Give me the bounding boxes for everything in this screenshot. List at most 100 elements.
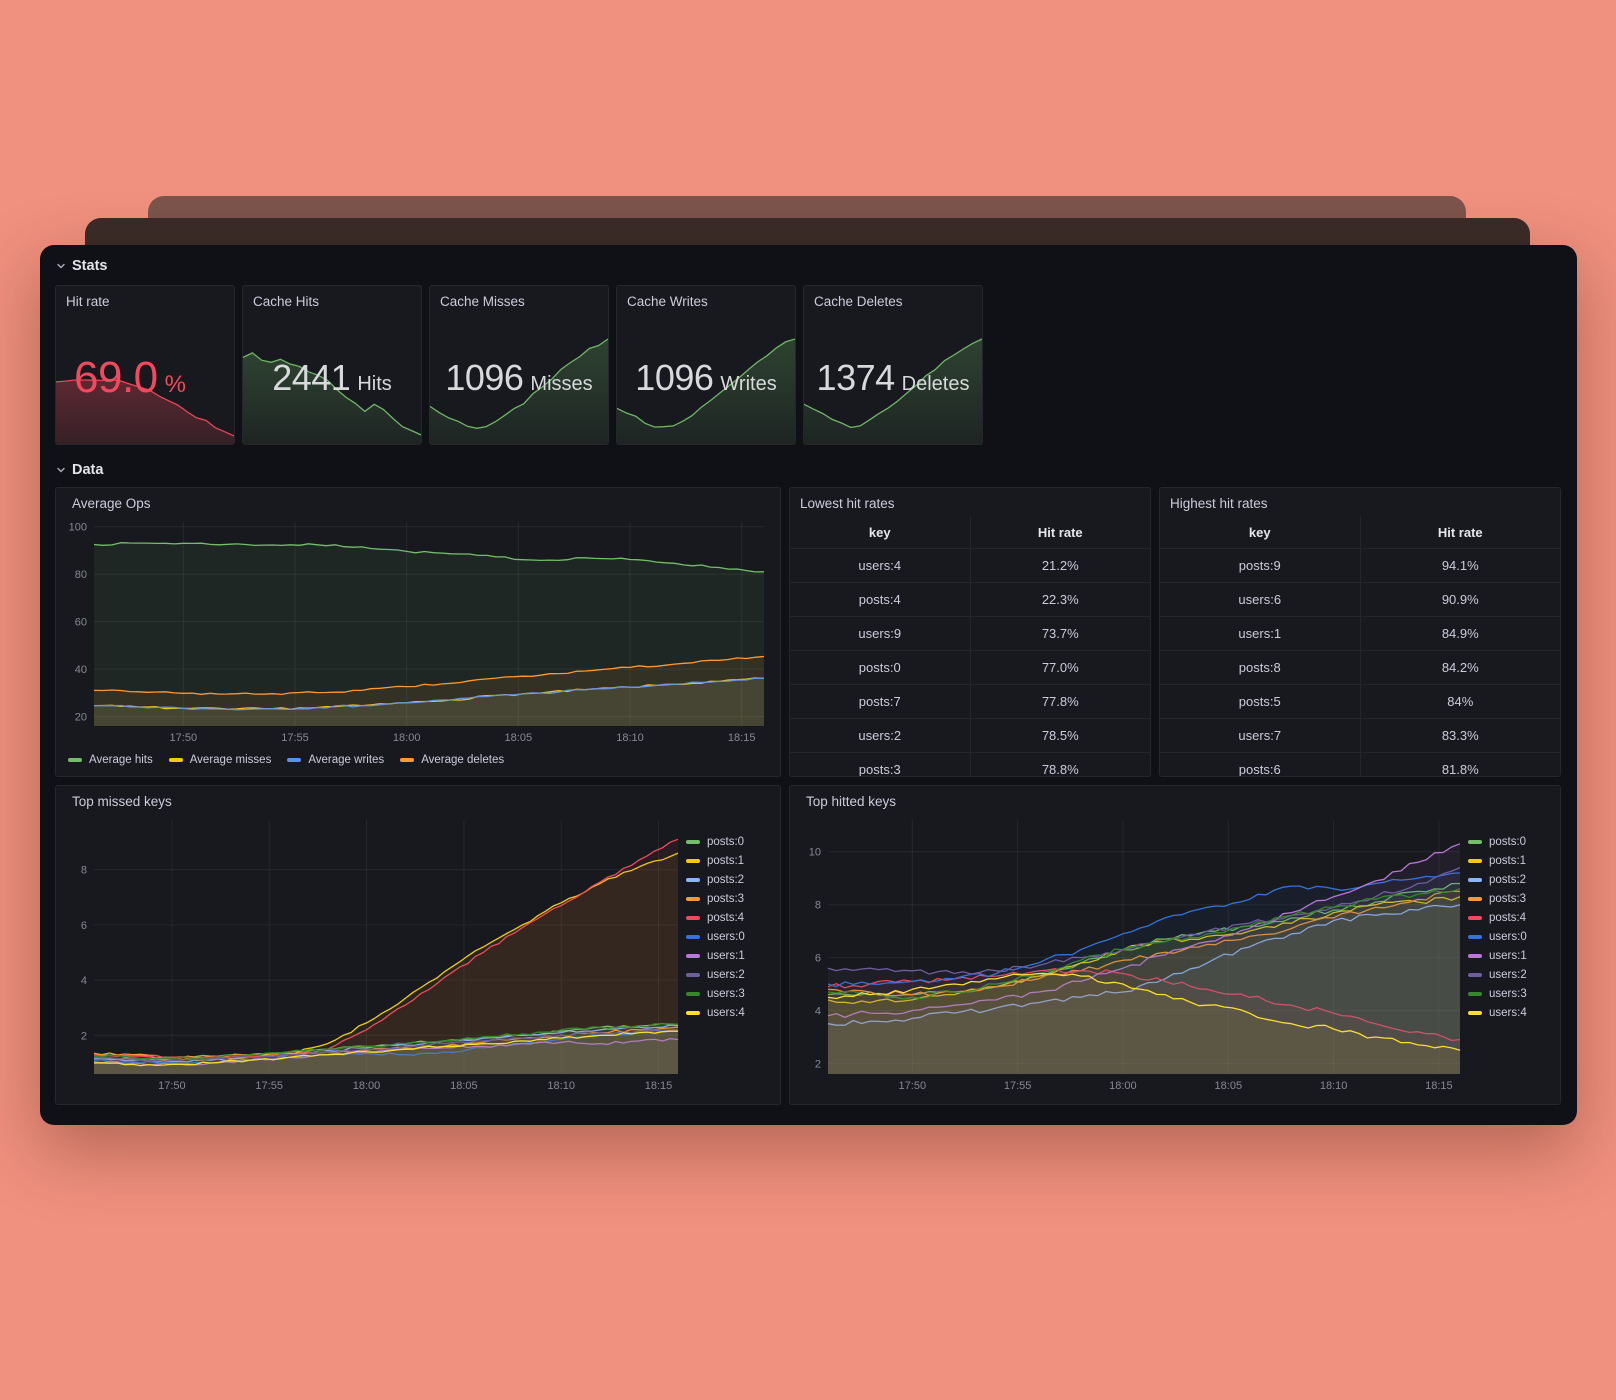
legend-swatch: [686, 878, 700, 882]
x-tick-label: 18:05: [450, 1080, 478, 1092]
cell-key: users:2: [790, 718, 971, 753]
stat-sparkline: [56, 379, 234, 444]
legend-item-average-hits[interactable]: Average hits: [68, 754, 153, 766]
top-hitted-keys-chart: 2 4 6 8 10 17:50 17:55 18:00 18:05 18:10 18:15: [796, 810, 1468, 1101]
stat-value-row: 69.0 %: [56, 353, 234, 403]
legend-item-users-2[interactable]: users:2: [686, 969, 770, 981]
panel-title-lowest-hit-rates[interactable]: Lowest hit rates: [800, 496, 895, 511]
panel-title-top-missed-keys[interactable]: Top missed keys: [72, 794, 172, 809]
cell-hit-rate: 77.0%: [970, 650, 1150, 685]
stat-value: 1096: [635, 356, 714, 398]
column-header-key[interactable]: key: [1160, 516, 1361, 549]
legend-item-posts-0[interactable]: posts:0: [1468, 836, 1552, 848]
legend-swatch: [686, 935, 700, 939]
table-row: posts:0 77.0%: [790, 650, 1150, 685]
section-data-header[interactable]: Data: [55, 457, 1562, 483]
cell-key: posts:9: [1160, 548, 1361, 583]
column-header-hit-rate[interactable]: Hit rate: [1437, 524, 1483, 540]
x-tick-label: 18:00: [393, 732, 421, 744]
stat-title[interactable]: Cache Hits: [253, 294, 320, 309]
table-row: users:4 21.2%: [790, 548, 1150, 583]
chart-canvas[interactable]: 2 4 6 8 10 17:50 17:55 18:00 18:05 18:10 18:15: [796, 810, 1468, 1096]
x-tick-label: 18:15: [1425, 1080, 1453, 1092]
panel-title-average-ops[interactable]: Average Ops: [72, 496, 151, 511]
cell-hit-rate: 84.9%: [1360, 616, 1560, 651]
legend-item-users-1[interactable]: users:1: [1468, 950, 1552, 962]
stat-value: 1096: [445, 356, 524, 398]
panel-title-highest-hit-rates[interactable]: Highest hit rates: [1170, 496, 1268, 511]
cell-hit-rate: 78.8%: [970, 752, 1150, 776]
legend-swatch: [400, 758, 415, 762]
panel-top-missed-keys: Top missed keys 2 4 6 8 17:50 17:55 18:00 18:05…: [55, 785, 781, 1105]
y-tick-label: 6: [815, 953, 821, 965]
y-tick-label: 4: [815, 1006, 821, 1018]
legend-item-users-0[interactable]: users:0: [686, 931, 770, 943]
legend-item-users-3[interactable]: users:3: [1468, 988, 1552, 1000]
stat-sparkline: [430, 338, 608, 444]
grid: 2 4 6 8 17:50 17:55 18:00 18:05 18:10 18:15: [81, 820, 678, 1092]
y-tick-label: 20: [75, 712, 87, 724]
y-tick-label: 2: [81, 1030, 87, 1042]
cell-key: users:9: [790, 616, 971, 651]
legend-swatch: [1468, 973, 1482, 977]
legend-swatch: [686, 992, 700, 996]
x-tick-label: 17:55: [255, 1080, 283, 1092]
legend-label: posts:1: [707, 855, 745, 867]
stat-title[interactable]: Hit rate: [66, 294, 110, 309]
cell-key: users:6: [1160, 582, 1361, 617]
table-row: posts:9 94.1%: [1160, 548, 1560, 583]
legend-item-posts-2[interactable]: posts:2: [686, 874, 770, 886]
legend-item-posts-3[interactable]: posts:3: [686, 893, 770, 905]
legend-label: users:0: [707, 931, 745, 943]
legend-item-users-4[interactable]: users:4: [1468, 1007, 1552, 1019]
column-header-key[interactable]: key: [790, 516, 971, 549]
cell-key: posts:5: [1160, 684, 1361, 719]
legend-swatch: [1468, 1011, 1482, 1015]
stat-unit: Hits: [357, 372, 392, 395]
panel-highest-hit-rates: Highest hit rates key Hit rate posts:9 94…: [1159, 487, 1561, 777]
panel-title-top-hitted-keys[interactable]: Top hitted keys: [806, 794, 897, 809]
column-header-hit-rate[interactable]: Hit rate: [1037, 524, 1083, 540]
stat-title[interactable]: Cache Writes: [627, 294, 708, 309]
legend-item-posts-4[interactable]: posts:4: [686, 912, 770, 924]
legend-item-users-1[interactable]: users:1: [686, 950, 770, 962]
y-tick-label: 100: [69, 522, 87, 534]
table-row: users:1 84.9%: [1160, 616, 1560, 651]
legend-item-users-2[interactable]: users:2: [1468, 969, 1552, 981]
stat-panel-cache-hits: Cache Hits 2441 Hits: [242, 285, 422, 445]
chart-canvas[interactable]: 2 4 6 8 17:50 17:55 18:00 18:05 18:10 18:15: [62, 810, 686, 1096]
legend-item-posts-1[interactable]: posts:1: [686, 855, 770, 867]
legend-item-posts-3[interactable]: posts:3: [1468, 893, 1552, 905]
chevron-down-icon: [55, 464, 67, 476]
panel-lowest-hit-rates: Lowest hit rates key Hit rate users:4 21.…: [789, 487, 1151, 777]
legend-item-average-misses[interactable]: Average misses: [168, 754, 271, 766]
legend-item-average-writes[interactable]: Average writes: [287, 754, 384, 766]
legend-item-posts-2[interactable]: posts:2: [1468, 874, 1552, 886]
stat-title[interactable]: Cache Misses: [440, 294, 525, 309]
legend-swatch: [686, 840, 700, 844]
cell-hit-rate: 78.5%: [970, 718, 1150, 753]
stat-value: 69.0: [74, 352, 158, 402]
stat-unit: Misses: [530, 372, 593, 395]
legend-label: posts:4: [1489, 912, 1527, 924]
stat-sparkline: [617, 338, 795, 444]
stat-sparkline: [804, 338, 982, 444]
legend-label: posts:2: [1489, 874, 1527, 886]
legend-item-posts-1[interactable]: posts:1: [1468, 855, 1552, 867]
legend-swatch: [686, 973, 700, 977]
section-stats-header[interactable]: Stats: [55, 253, 1562, 279]
chart-canvas[interactable]: 20 40 60 80 100 17:50 17:55 18:00 18:05 18:10 18:1…: [62, 512, 772, 748]
legend-item-posts-0[interactable]: posts:0: [686, 836, 770, 848]
stat-value-row: 2441 Hits: [243, 357, 421, 399]
legend-item-users-3[interactable]: users:3: [686, 988, 770, 1000]
x-tick-label: 18:05: [505, 732, 533, 744]
x-tick-label: 17:55: [1004, 1080, 1032, 1092]
grid: 20 40 60 80 100 17:50 17:55 18:00 18:05 18:10 18:1…: [69, 522, 764, 744]
stat-title[interactable]: Cache Deletes: [814, 294, 903, 309]
table-header-row: key Hit rate: [1160, 516, 1560, 549]
cell-hit-rate: 21.2%: [970, 548, 1150, 583]
legend-item-average-deletes[interactable]: Average deletes: [400, 754, 504, 766]
legend-item-users-0[interactable]: users:0: [1468, 931, 1552, 943]
legend-item-posts-4[interactable]: posts:4: [1468, 912, 1552, 924]
legend-item-users-4[interactable]: users:4: [686, 1007, 770, 1019]
